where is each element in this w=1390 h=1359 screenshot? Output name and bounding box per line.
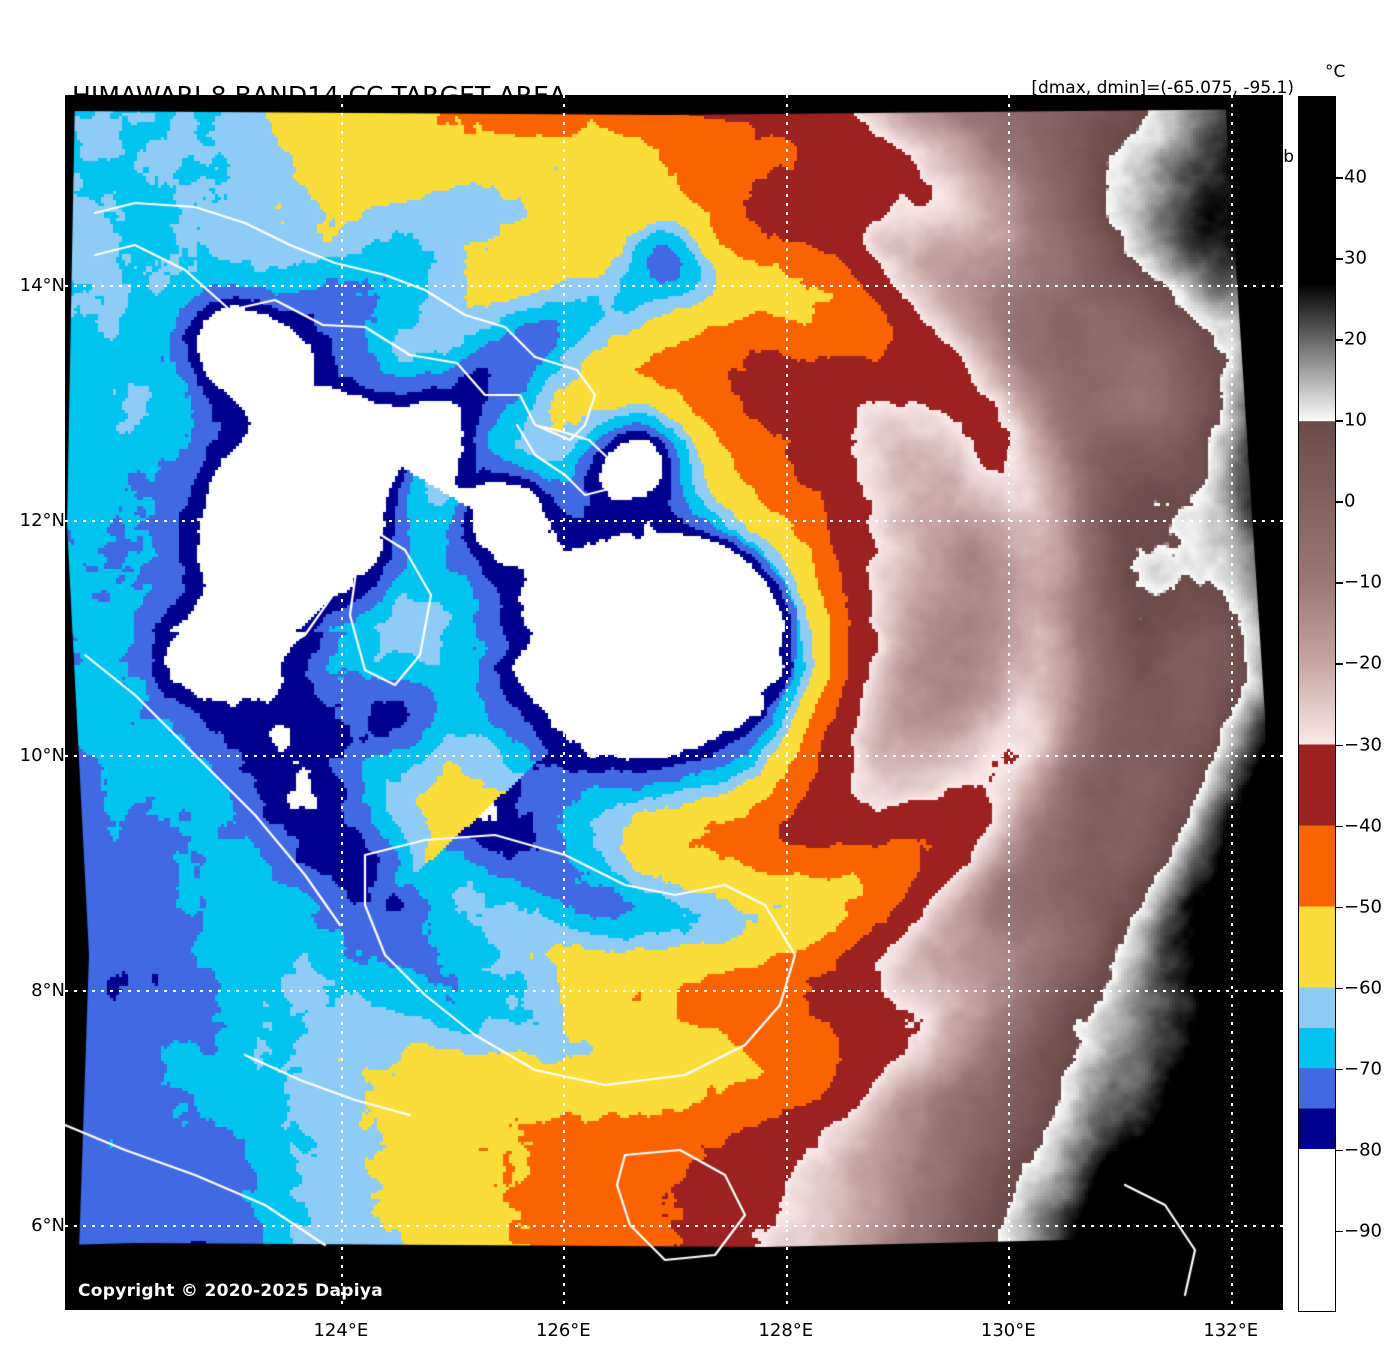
colorbar-tickmark--20 (1336, 663, 1343, 665)
lon-tick-label-132: 132°E (1203, 1320, 1259, 1341)
copyright-notice: Copyright © 2020-2025 Dapiya (78, 1281, 383, 1301)
colorbar-tick-40: 40 (1344, 166, 1367, 188)
lat-tick-label-12: 12°N (19, 510, 65, 532)
satellite-map[interactable] (65, 95, 1283, 1310)
colorbar-tickmark--90 (1336, 1230, 1343, 1233)
colorbar-tick--90: −90 (1344, 1220, 1382, 1242)
colorbar-tick--80: −80 (1344, 1139, 1382, 1161)
colorbar-unit-label: °C (1325, 62, 1346, 82)
lat-tick-label-10: 10°N (19, 745, 65, 767)
colorbar-tickmark--30 (1336, 744, 1343, 747)
colorbar-tickmark-30 (1336, 258, 1343, 260)
colorbar-tick-20: 20 (1344, 328, 1367, 350)
lat-tick-label-14: 14°N (19, 275, 65, 297)
colorbar-tick--60: −60 (1344, 977, 1382, 999)
colorbar-tick-10: 10 (1344, 409, 1367, 431)
colorbar-tick--70: −70 (1344, 1058, 1382, 1080)
colorbar-tick--40: −40 (1344, 815, 1382, 837)
lat-tick-label-8: 8°N (31, 980, 65, 1002)
lon-tick-label-130: 130°E (980, 1320, 1036, 1341)
colorbar-tickmark--80 (1336, 1149, 1343, 1152)
temperature-colorbar (1298, 96, 1336, 1312)
lon-tick-label-126: 126°E (535, 1320, 591, 1341)
colorbar-tickmark--50 (1336, 906, 1343, 909)
colorbar-gradient (1299, 97, 1335, 1311)
colorbar-tick-30: 30 (1344, 247, 1367, 269)
dminmax-readout: [dmax, dmin]=(-65.075, -95.1) (1031, 78, 1294, 98)
colorbar-tick--10: −10 (1344, 571, 1382, 593)
colorbar-tick-0: 0 (1344, 490, 1356, 512)
colorbar-tickmark--40 (1336, 825, 1343, 828)
infrared-imagery-canvas[interactable] (65, 95, 1283, 1310)
colorbar-tickmark--70 (1336, 1068, 1343, 1071)
colorbar-tickmark--60 (1336, 987, 1343, 990)
colorbar-tickmark-10 (1336, 420, 1343, 422)
colorbar-tick--30: −30 (1344, 734, 1382, 756)
colorbar-tick--20: −20 (1344, 652, 1382, 674)
colorbar-tickmark-0 (1336, 501, 1343, 503)
lat-tick-label-6: 6°N (31, 1215, 65, 1237)
colorbar-tickmark-40 (1336, 177, 1343, 179)
colorbar-tickmark--10 (1336, 582, 1343, 584)
lon-tick-label-128: 128°E (758, 1320, 814, 1341)
colorbar-tickmark-20 (1336, 339, 1343, 341)
colorbar-tick--50: −50 (1344, 896, 1382, 918)
lon-tick-label-124: 124°E (313, 1320, 369, 1341)
